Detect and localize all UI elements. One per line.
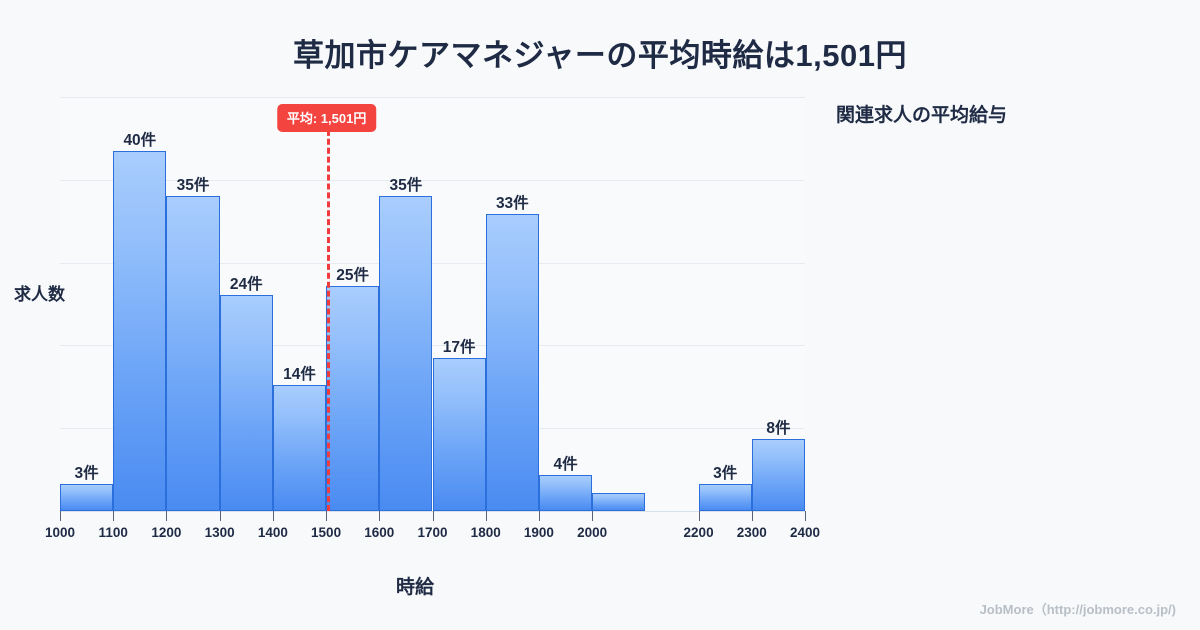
x-axis-title: 時給 [395,577,434,598]
x-tick-label: 2300 [736,525,767,540]
bar-value-label: 40件 [123,132,157,149]
bar [538,475,593,511]
bar-value-label: 24件 [229,276,263,293]
average-badge: 平均: 1,501円 [276,104,377,132]
x-tick-label: 1100 [98,525,128,540]
bar [272,385,327,511]
x-tick [592,511,594,521]
bar-value-label: 17件 [442,339,476,356]
x-tick [326,511,328,521]
gridline [60,180,805,181]
bar-value-label: 3件 [713,465,738,482]
x-tick [113,511,115,521]
x-tick-label: 2400 [789,525,821,540]
x-tick [272,511,274,521]
x-tick [538,511,540,521]
page-title: 草加市ケアマネジャーの平均時給は1,501円 [292,38,908,73]
gridline [60,263,805,264]
x-tick [379,511,381,521]
bar [751,439,805,511]
x-tick [60,511,61,521]
bar-value-label: 33件 [495,195,529,212]
x-tick [698,511,700,521]
x-tick [485,511,487,521]
histogram-chart: 3件 40件 35件 24件 14件 25件 35件 17件 33件 4件 3件 8件 1000 110… [14,97,821,598]
x-tick-label: 1500 [311,525,342,540]
bar [60,484,114,511]
bar-value-label: 35件 [389,177,423,194]
x-tick-label: 1900 [523,525,554,540]
bar-value-label: 8件 [766,420,791,437]
bar [219,295,273,511]
average-line [326,112,330,511]
bar-value-label: 35件 [176,177,210,194]
x-tick-label: 2200 [683,525,714,540]
bar-value-label: 3件 [74,465,99,482]
bar [379,196,433,511]
x-tick-label: 1200 [151,525,182,540]
related-salary-title: 関連求人の平均給与 [836,105,1008,126]
bar [485,214,539,511]
x-tick-label: 1700 [417,525,448,540]
bar [698,484,752,511]
bar [432,358,486,511]
bar [113,151,167,511]
bar-value-label: 25件 [336,267,370,284]
x-tick [751,511,753,521]
x-tick [166,511,168,521]
bar [592,493,646,511]
x-tick [219,511,221,521]
x-tick [805,511,806,521]
bar-value-label: 4件 [553,456,578,473]
y-axis-title: 求人数 [14,285,65,304]
plot-area [60,97,805,512]
x-tick-label: 1300 [204,525,235,540]
gridline [60,345,805,346]
x-tick-label: 2000 [577,525,608,540]
bar [166,196,220,511]
bar-value-label: 14件 [283,366,316,383]
bar [326,286,380,511]
related-salary-panel: 関連求人の平均給与 [836,100,1166,143]
gridline [60,97,805,98]
x-tick [432,511,434,521]
x-tick-label: 1400 [257,525,288,540]
x-tick-label: 1000 [44,525,76,540]
x-tick-label: 1800 [470,525,501,540]
x-tick-label: 1600 [364,525,395,540]
footer-watermark: JobMore（http://jobmore.co.jp/) [979,602,1176,617]
